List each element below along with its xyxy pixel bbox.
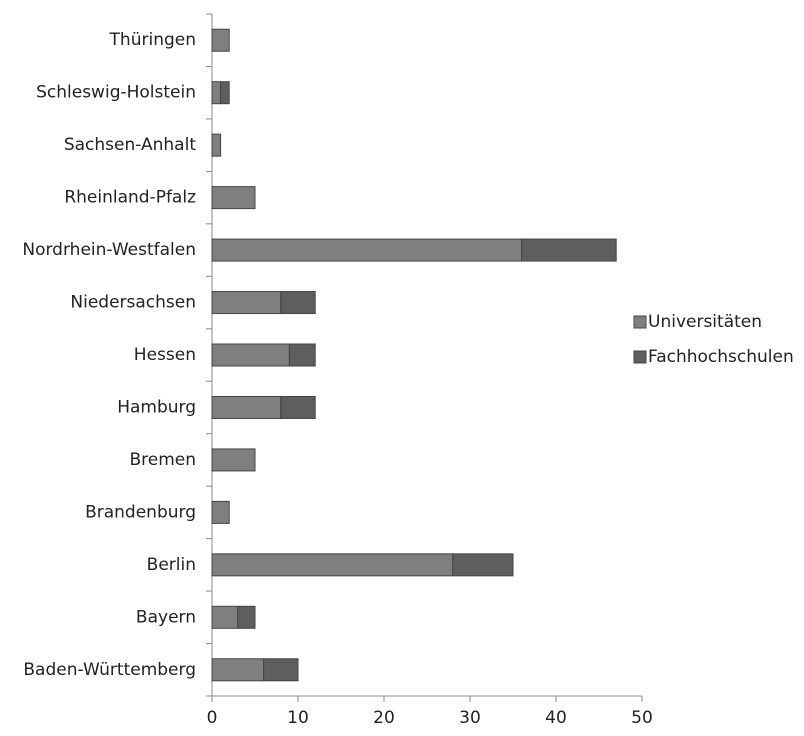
y-tick-label: Nordrhein-Westfalen xyxy=(22,240,196,260)
y-tick-label: Thüringen xyxy=(109,30,196,50)
bar xyxy=(220,81,230,105)
legend-swatch xyxy=(633,350,647,364)
y-tick-label: Schleswig-Holstein xyxy=(36,83,196,103)
y-tick-label: Sachsen-Anhalt xyxy=(64,135,196,155)
y-tick-label: Berlin xyxy=(147,555,196,575)
y-tick-label: Hamburg xyxy=(117,397,196,417)
bar xyxy=(211,238,523,262)
bar xyxy=(288,343,316,367)
bar xyxy=(211,448,256,472)
x-tick-label: 40 xyxy=(545,708,567,728)
y-tick-label: Bremen xyxy=(129,450,196,470)
x-tick-label: 0 xyxy=(207,708,218,728)
bar xyxy=(521,238,617,262)
bar xyxy=(211,658,265,682)
legend-swatch xyxy=(633,315,647,329)
bar xyxy=(452,553,514,577)
bar xyxy=(211,500,230,524)
x-tick-label: 10 xyxy=(287,708,309,728)
bar xyxy=(211,291,282,315)
bar xyxy=(211,133,222,157)
x-tick-label: 30 xyxy=(459,708,481,728)
bar xyxy=(211,343,290,367)
y-tick-label: Brandenburg xyxy=(85,502,196,522)
bar xyxy=(211,395,282,419)
bar xyxy=(211,605,239,629)
y-tick-label: Baden-Württemberg xyxy=(23,660,196,680)
x-tick-label: 50 xyxy=(631,708,653,728)
legend-label: Fachhochschulen xyxy=(648,347,794,367)
bar xyxy=(280,291,316,315)
y-tick-label: Rheinland-Pfalz xyxy=(64,188,196,208)
x-tick-label: 20 xyxy=(373,708,395,728)
y-tick-label: Niedersachsen xyxy=(70,293,196,313)
bar xyxy=(211,186,256,210)
bar xyxy=(211,28,230,52)
bar xyxy=(280,395,316,419)
y-tick-label: Bayern xyxy=(136,607,196,627)
bar xyxy=(211,553,454,577)
y-tick-label: Hessen xyxy=(134,345,196,365)
bar xyxy=(263,658,299,682)
legend-label: Universitäten xyxy=(648,312,762,332)
bar xyxy=(237,605,256,629)
bar xyxy=(211,81,222,105)
